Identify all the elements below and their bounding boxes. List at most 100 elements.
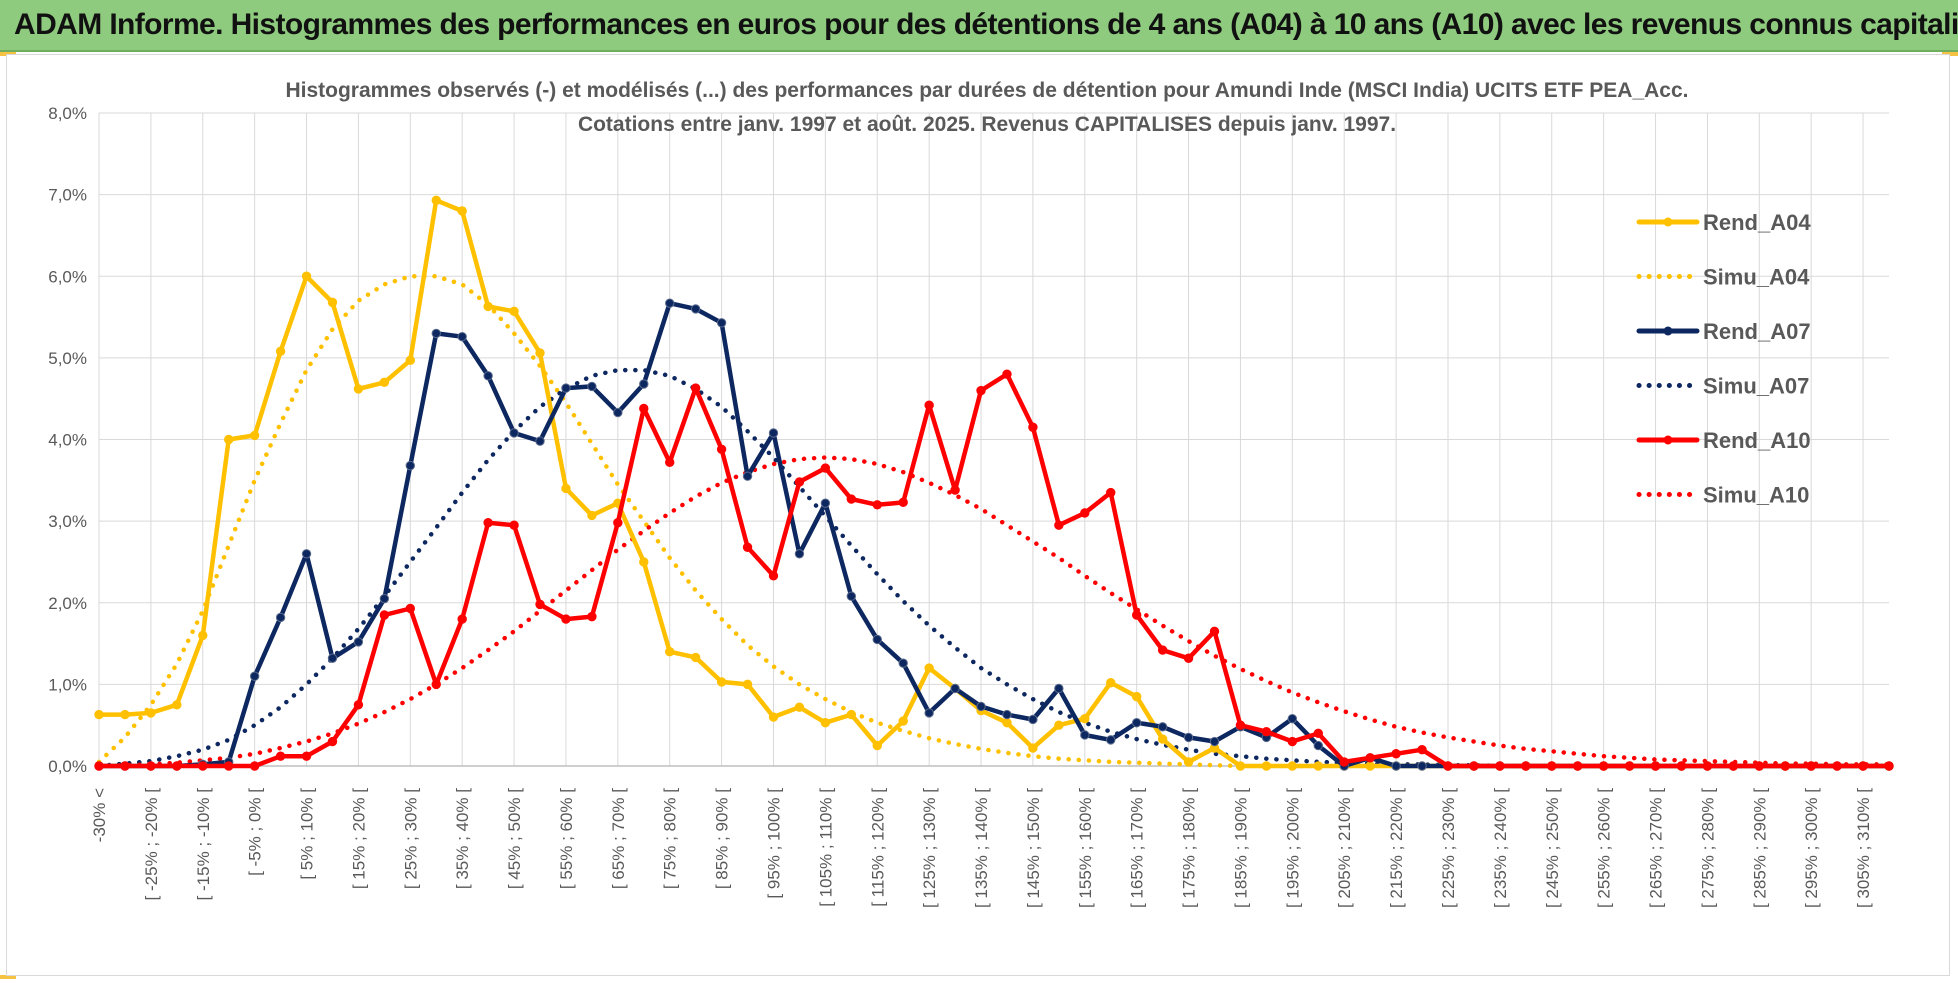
data-point-rend_a04 — [665, 647, 675, 657]
data-point-rend_a10 — [1572, 761, 1583, 771]
data-point-rend_a10 — [976, 385, 986, 396]
data-point-rend_a10 — [431, 679, 441, 690]
series-line-rend_a10 — [96, 371, 1892, 769]
data-point-rend_a10 — [1080, 508, 1090, 518]
data-point-rend_a10 — [1391, 749, 1401, 759]
x-tick-label: [ 165% ; 170% [ — [1128, 788, 1147, 908]
data-point-rend_a10 — [275, 751, 286, 761]
data-point-rend_a10 — [483, 518, 493, 528]
data-point-rend_a10 — [509, 520, 519, 530]
data-point-rend_a07 — [1183, 732, 1194, 743]
x-tick-label: [ 135% ; 140% [ — [972, 788, 991, 908]
data-point-rend_a10 — [94, 761, 104, 771]
data-point-rend_a04 — [639, 557, 649, 567]
x-tick-label: [ 55% ; 60% [ — [557, 788, 576, 889]
data-point-rend_a07 — [1313, 740, 1323, 751]
data-point-rend_a10 — [249, 761, 260, 771]
chart-title: Histogrammes observés (-) et modélisés (… — [285, 79, 1688, 102]
data-point-rend_a07 — [716, 318, 727, 328]
data-point-rend_a04 — [249, 430, 260, 441]
data-point-rend_a07 — [1106, 735, 1116, 745]
data-point-rend_a04 — [1106, 678, 1116, 688]
data-point-rend_a10 — [665, 457, 675, 468]
data-point-rend_a10 — [1183, 653, 1194, 663]
data-point-rend_a10 — [742, 542, 753, 552]
data-point-rend_a04 — [275, 346, 286, 357]
x-tick-label: [ 105% ; 110% [ — [816, 788, 835, 907]
data-point-rend_a07 — [846, 591, 857, 601]
data-point-rend_a07 — [950, 683, 960, 694]
data-point-rend_a10 — [1547, 761, 1557, 771]
data-point-rend_a07 — [379, 593, 390, 604]
data-point-rend_a07 — [690, 304, 701, 314]
data-point-rend_a10 — [587, 611, 597, 622]
data-point-rend_a10 — [690, 383, 701, 393]
legend-item-rend_a07: Rend_A07 — [1636, 319, 1811, 344]
data-point-rend_a04 — [327, 297, 338, 308]
data-point-rend_a04 — [224, 434, 234, 445]
y-axis: 0,0% 1,0% 2,0% 3,0% 4,0% 5,0% 6,0% 7,0% 8,0% — [48, 104, 87, 776]
data-point-rend_a04 — [768, 712, 779, 722]
data-point-rend_a10 — [846, 494, 857, 504]
data-point-rend_a04 — [1157, 734, 1168, 744]
data-point-rend_a04 — [690, 652, 701, 663]
data-point-rend_a07 — [353, 637, 364, 647]
data-point-rend_a10 — [1235, 720, 1246, 730]
legend-label: Simu_A04 — [1703, 265, 1810, 290]
data-point-rend_a04 — [120, 709, 130, 720]
data-point-rend_a07 — [976, 701, 986, 712]
x-tick-label: [ 195% ; 200% [ — [1283, 788, 1302, 908]
data-point-rend_a10 — [146, 761, 156, 771]
data-point-rend_a10 — [457, 614, 467, 624]
x-tick-label: [ 225% ; 230% [ — [1439, 788, 1458, 908]
data-point-rend_a10 — [1832, 761, 1842, 771]
series-line-simu_a07 — [96, 367, 1892, 769]
data-point-rend_a04 — [1183, 757, 1194, 767]
data-point-rend_a04 — [820, 718, 831, 728]
data-point-rend_a04 — [561, 483, 571, 494]
x-tick-label: [ 185% ; 190% [ — [1231, 788, 1250, 908]
x-tick-label: [ -5% ; 0% [ — [246, 788, 265, 876]
data-point-rend_a07 — [924, 708, 934, 718]
x-tick-label: [ 25% ; 30% [ — [401, 788, 420, 889]
x-tick-label: [ 45% ; 50% [ — [505, 788, 524, 889]
x-tick-label: [ -15% ; -10% [ — [194, 788, 213, 901]
data-point-rend_a10 — [872, 500, 882, 510]
data-point-rend_a07 — [820, 498, 831, 508]
data-point-rend_a10 — [1443, 761, 1453, 771]
data-point-rend_a10 — [950, 485, 960, 495]
data-point-rend_a10 — [1417, 744, 1427, 755]
data-point-rend_a10 — [327, 736, 338, 747]
data-point-rend_a04 — [1365, 761, 1375, 771]
y-tick-label: 1,0% — [48, 675, 87, 694]
data-point-rend_a07 — [509, 428, 519, 438]
data-point-rend_a10 — [1495, 761, 1505, 771]
data-point-rend_a10 — [1598, 761, 1609, 771]
data-point-rend_a10 — [1054, 520, 1064, 530]
data-point-rend_a04 — [898, 716, 908, 726]
data-point-rend_a10 — [820, 463, 831, 473]
data-point-rend_a04 — [1313, 761, 1323, 771]
data-point-rend_a04 — [483, 301, 493, 312]
data-point-rend_a04 — [1131, 691, 1142, 702]
data-point-rend_a04 — [353, 384, 364, 394]
legend-item-rend_a10: Rend_A10 — [1636, 428, 1811, 453]
data-point-rend_a04 — [379, 377, 390, 388]
x-tick-label: [ -25% ; -20% [ — [142, 788, 161, 901]
data-point-rend_a07 — [872, 634, 882, 645]
data-point-rend_a04 — [146, 708, 156, 718]
data-point-rend_a10 — [1650, 761, 1661, 771]
y-tick-label: 5,0% — [48, 349, 87, 368]
frame-corner-decoration — [0, 975, 16, 979]
data-point-rend_a10 — [1287, 736, 1298, 747]
data-point-rend_a10 — [1339, 757, 1349, 767]
data-point-rend_a10 — [405, 603, 416, 614]
data-point-rend_a10 — [1313, 728, 1323, 739]
data-point-rend_a10 — [1469, 761, 1479, 771]
x-tick-label: [ 295% ; 300% [ — [1802, 788, 1821, 908]
data-point-rend_a07 — [457, 331, 467, 342]
legend-label: Rend_A04 — [1703, 210, 1811, 235]
frame-corner-decoration — [1942, 52, 1958, 56]
data-point-rend_a07 — [1287, 713, 1298, 724]
report-title: ADAM Informe. Histogrammes des performan… — [14, 8, 1958, 41]
